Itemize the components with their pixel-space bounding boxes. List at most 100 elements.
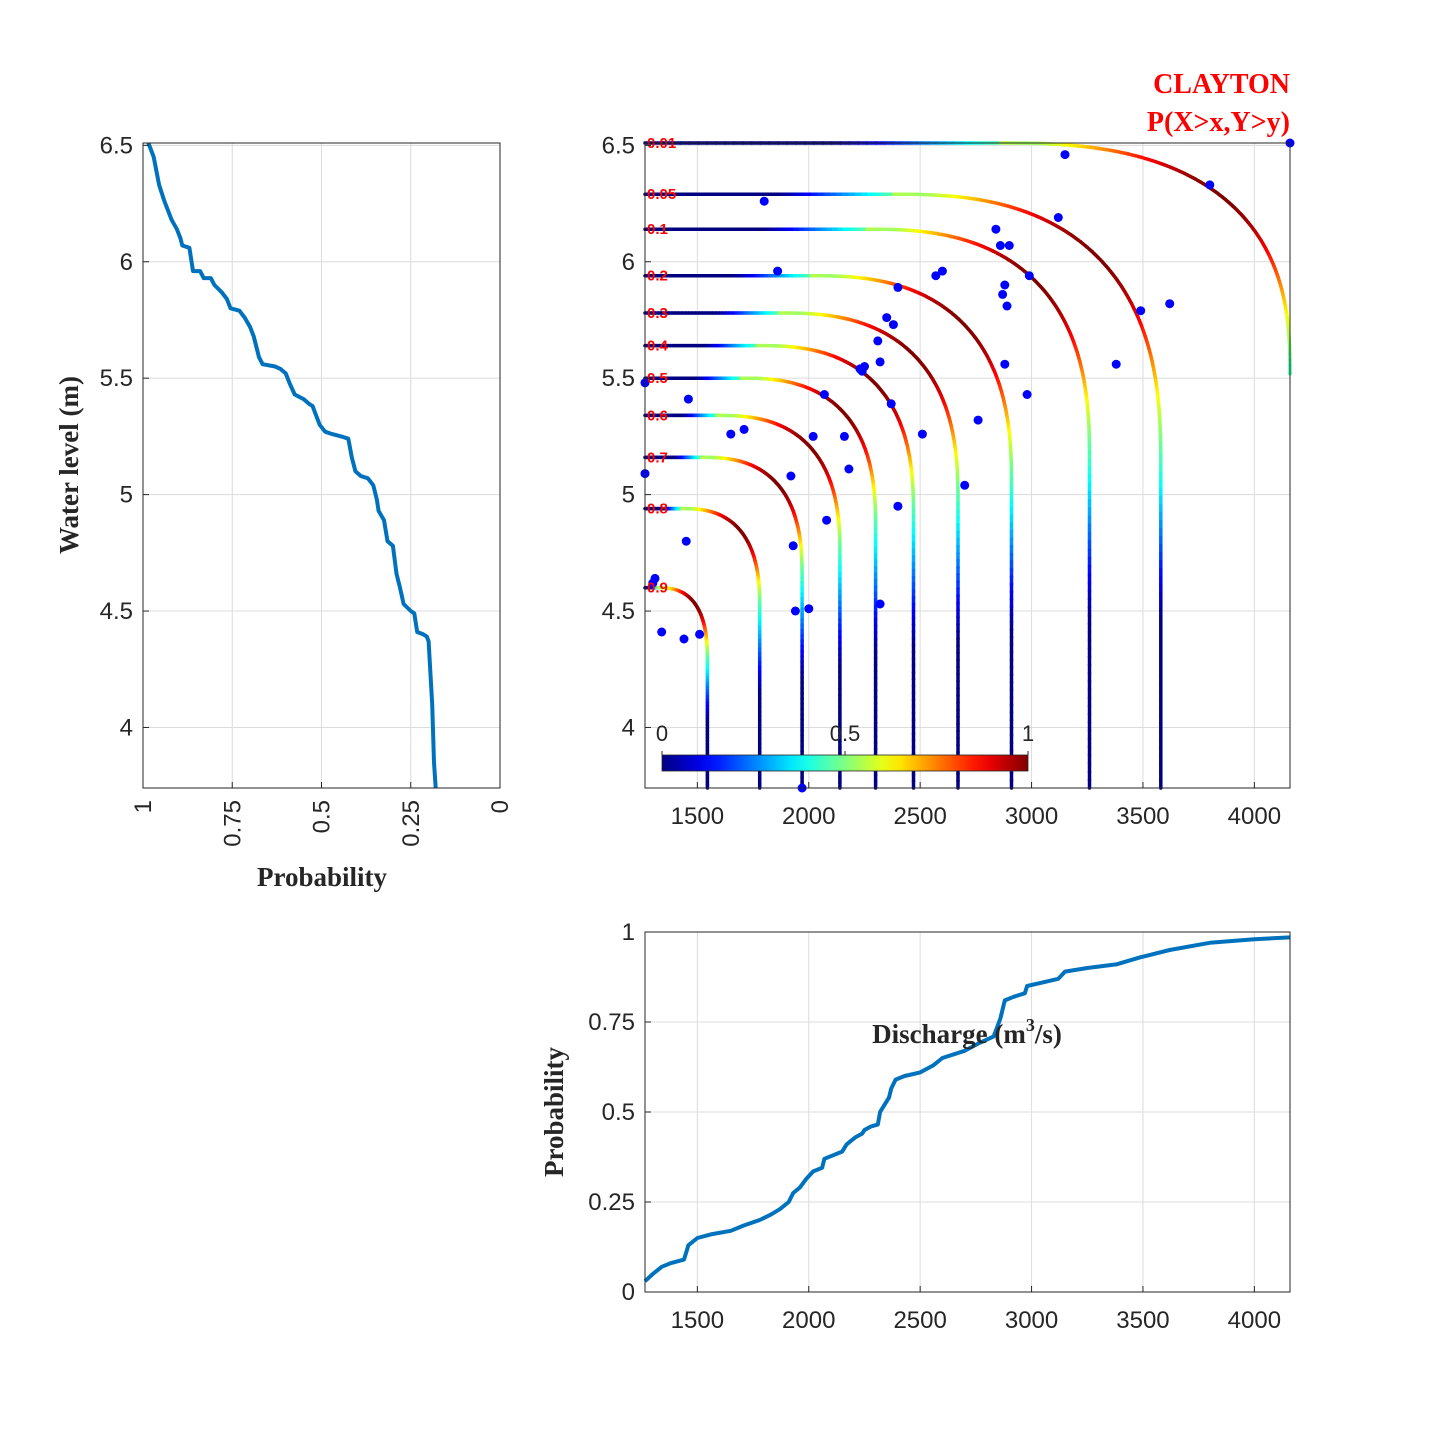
observation-point [1000,359,1010,369]
observation-point [808,431,818,441]
contour-label: 0.3 [647,305,668,322]
observation-point [1004,241,1014,250]
contour-label: 0.9 [647,580,668,597]
copula-x-tick-label: 3500 [1116,803,1169,830]
water-level-y-tick-label: 6.5 [100,132,133,159]
copula-x-tick-label: 2500 [893,803,946,830]
contour-label: 0.1 [647,221,668,238]
observation-point [1022,390,1032,399]
observation-point [873,336,883,346]
observation-point [844,464,854,474]
contour-label: 0.7 [647,449,668,466]
colorbar: 0 0.5 1 [656,721,1034,772]
copula-y-tick-label: 6 [622,249,635,276]
discharge-y-tick-label: 0.75 [588,1009,635,1036]
observation-point [995,241,1005,250]
contour-0.8 [643,506,762,790]
water-level-y-tick-label: 4.5 [100,598,133,625]
observation-point [888,320,898,330]
observation-point [893,282,903,292]
copula-x-tick-label: 1500 [671,803,724,830]
discharge-marginal-plot: 1500 2000 2500 3000 3500 4000 0 0.25 0.5 0.75 1 Pr… [539,919,1291,1334]
discharge-y-tick-label: 0.25 [588,1189,635,1216]
colorbar-gradient [661,754,1029,772]
copula-y-tick-label: 6.5 [602,132,635,159]
observation-point [790,606,800,616]
observation-point [882,313,892,323]
discharge-y-tick-label: 0.5 [602,1099,635,1126]
water-level-x-tick-label: 0.75 [219,800,246,847]
observation-point [839,431,849,441]
copula-y-tick-label: 4.5 [602,598,635,625]
water-level-y-tick-label: 5.5 [100,365,133,392]
contour-label: 0.2 [647,268,668,285]
observation-point [759,196,769,206]
observation-point [1024,271,1034,281]
observation-point [893,501,903,511]
copula-x-tick-label: 2000 [782,803,835,830]
colorbar-tick-label: 0 [656,721,668,746]
discharge-x-tick-label: 3500 [1116,1307,1169,1334]
observation-point [726,429,736,439]
observation-point [875,599,885,609]
observation-point [786,471,796,481]
observation-point [960,480,970,490]
observation-point [1136,306,1146,316]
contour-0.9 [643,585,710,790]
water-level-y-tick-label: 4 [120,714,133,741]
observation-point [1060,150,1070,160]
observation-point [822,515,832,525]
observation-point [739,424,749,434]
observation-point [683,394,693,404]
colorbar-tick-label: 1 [1022,721,1034,746]
discharge-y-tick-label: 1 [622,919,635,946]
copula-subtitle: P(X>x,Y>y) [1147,107,1290,138]
observation-point [937,266,947,276]
contour-label: 0.8 [647,501,668,518]
discharge-x-tick-label: 3000 [1005,1307,1058,1334]
observation-point [1053,213,1063,222]
contour-0.2 [643,273,1014,790]
contour-label: 0.05 [647,186,676,203]
water-level-y-tick-label: 5 [120,482,133,509]
contour-0.1 [643,227,1092,790]
colorbar-tick-label: 0.5 [830,721,861,746]
discharge-y-axis-label: Probability [539,1046,569,1177]
contour-0.05 [643,192,1163,790]
observation-point [657,627,667,637]
observation-point [973,415,983,425]
observation-point [679,634,689,644]
observation-point [1165,299,1175,309]
observation-point [998,289,1008,299]
copula-title: CLAYTON [1153,69,1290,100]
contour-0.7 [643,455,804,790]
observation-point [648,578,658,588]
contour-label: 0.6 [647,407,668,424]
observation-point [1000,280,1010,290]
discharge-x-tick-label: 4000 [1228,1307,1281,1334]
copula-y-tick-label: 4 [622,714,635,741]
observation-point [886,399,896,409]
copula-y-tick-label: 5 [622,482,635,509]
observation-point [819,390,829,399]
observation-point [991,224,1001,234]
observation-point [1111,359,1121,369]
observation-point [931,271,941,281]
observation-point [788,541,798,551]
probability-contours [643,141,1292,790]
discharge-y-tick-label: 0 [622,1279,635,1306]
water-level-x-tick-label: 0 [487,800,514,813]
observation-point [804,604,814,614]
discharge-x-tick-label: 1500 [671,1307,724,1334]
observation-point [695,629,705,639]
contour-label: 0.4 [647,338,669,355]
observation-point [875,357,885,367]
copula-contour-plot: 0.010.050.10.20.30.40.50.60.70.80.9 0 0.5… [602,69,1295,830]
water-level-x-axis-label: Probability [257,862,388,892]
observation-point [1205,180,1215,190]
discharge-cdf-line [643,935,1291,1283]
water-level-y-axis-label: Water level (m) [54,376,84,554]
observation-point [917,429,927,439]
water-level-cdf-line [146,142,438,789]
copula-x-tick-label: 4000 [1228,803,1281,830]
